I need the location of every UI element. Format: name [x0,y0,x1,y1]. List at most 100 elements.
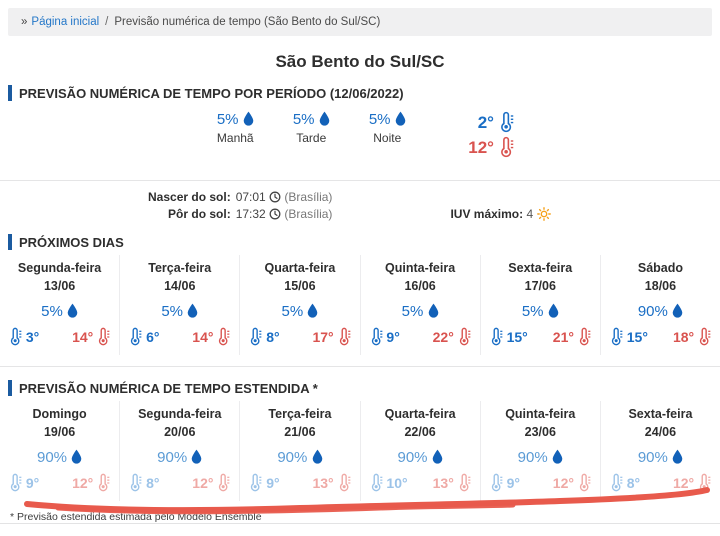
thermometer-icon [698,327,711,346]
day-name: Segunda-feira [138,407,222,422]
drop-icon [672,303,683,318]
drop-icon [432,449,443,464]
rain-percent: 5% [161,303,184,321]
thermometer-icon [217,327,230,346]
day-date: 19/06 [43,424,76,439]
max-temp: 17° [312,329,334,346]
period-label: Manhã [216,131,254,145]
page-title: São Bento do Sul/SC [275,52,445,71]
rain-percent: 5% [401,303,424,321]
thermometer-icon [499,136,514,158]
thermometer-icon [458,473,471,492]
breadcrumb-home-link[interactable]: Página inicial [31,16,100,28]
day-date: 17/06 [524,278,556,293]
drop-icon [187,303,198,318]
rain-percent: 90% [517,449,548,467]
period-section-title: PREVISÃO NUMÉRICA DE TEMPO POR PERÍODO (… [19,85,404,101]
thermometer-icon [458,327,471,346]
divider [0,523,720,524]
min-temp: 6° [146,329,160,346]
day-name: Quinta-feira [505,407,576,422]
min-temp: 8° [266,329,280,346]
day-column: Quinta-feira 16/06 5% 9° 22° [361,255,481,356]
day-column: Sexta-feira 17/06 5% 15° 21° [481,255,601,356]
day-name: Sábado [637,261,684,276]
period-label: Noite [373,131,402,145]
day-name: Terça-feira [268,407,332,422]
max-temp: 12° [468,137,494,157]
thermometer-icon [9,473,22,492]
next-days-section-header: PRÓXIMOS DIAS [8,234,712,251]
sunset-time: 17:32 [235,207,266,222]
thermometer-icon [578,473,591,492]
day-minmax-temps: 2° 12° [468,111,513,160]
rain-percent: 5% [368,111,391,128]
drop-icon [548,303,559,318]
thermometer-icon [9,327,22,346]
day-column: Quarta-feira 15/06 5% 8° 17° [240,255,361,356]
min-temp: 9° [506,475,520,492]
thermometer-icon [129,473,142,492]
period-forecast-row: 5% Manhã 5% Tarde 5% Noite 2° 12° [0,111,720,160]
rain-percent: 5% [281,303,304,321]
drop-icon [395,111,406,126]
thermometer-icon [610,327,623,346]
min-temp: 9° [25,475,40,492]
min-temp: 10° [386,475,408,492]
day-date: 18/06 [644,278,677,293]
day-column: Sexta-feira 24/06 90% 8° 12° [601,401,720,501]
drop-icon [672,449,683,464]
thermometer-icon [499,111,514,133]
sunset-label: Pôr do sol: [168,207,231,222]
day-name: Quarta-feira [264,261,336,276]
divider [0,366,720,368]
day-column: Sábado 18/06 90% 15° 18° [601,255,720,355]
period-section-header: PREVISÃO NUMÉRICA DE TEMPO POR PERÍODO (… [8,85,712,101]
period-item-afternoon: 5% Tarde [282,111,340,145]
rain-percent: 90% [637,449,668,467]
day-date: 14/06 [164,278,196,293]
drop-icon [71,449,82,464]
day-name: Quinta-feira [385,261,456,276]
clock-icon [269,208,281,220]
section-accent-bar [8,380,12,397]
day-date: 21/06 [284,424,316,439]
breadcrumb-separator: / [105,16,109,28]
thermometer-icon [97,327,110,346]
thermometer-icon [578,327,591,346]
min-temp: 15° [626,329,648,346]
rain-percent: 5% [41,303,63,321]
extended-days-row: Domingo 19/06 90% 9° 12° Segunda-feira 2… [0,401,720,502]
sunset-timezone: (Brasília) [284,207,333,222]
next-days-title: PRÓXIMOS DIAS [19,234,124,250]
uv-value: 4 [526,207,534,222]
max-temp: 12° [72,475,94,492]
min-temp: 3° [25,329,40,346]
uv-index: IUV máximo: 4 [450,207,550,222]
breadcrumb-current: Previsão numérica de tempo (São Bento do… [114,16,381,28]
drop-icon [307,303,318,318]
day-date: 24/06 [644,424,677,439]
extended-section-header: PREVISÃO NUMÉRICA DE TEMPO ESTENDIDA * [8,380,712,397]
drop-icon [428,303,439,318]
clock-icon [269,191,281,203]
thermometer-icon [370,473,383,492]
extended-title: PREVISÃO NUMÉRICA DE TEMPO ESTENDIDA * [19,380,318,396]
thermometer-icon [610,473,623,492]
thermometer-icon [249,473,262,492]
thermometer-icon [97,473,110,492]
rain-percent: 90% [157,449,188,467]
max-temp: 12° [192,475,214,492]
sunrise-label: Nascer do sol: [148,190,231,205]
sunrise-time: 07:01 [235,190,266,205]
max-temp: 13° [312,475,334,492]
min-temp: 8° [146,475,160,492]
day-date: 20/06 [164,424,196,439]
day-column: Domingo 19/06 90% 9° 12° [0,401,121,502]
uv-label: IUV máximo: [450,207,524,222]
next-days-row: Segunda-feira 13/06 5% 3° 14° Terça-feir… [0,255,720,356]
drop-icon [319,111,330,126]
thermometer-icon [490,473,503,492]
sun-info-row: Nascer do sol: 07:01 (Brasília) Pôr do s… [0,190,720,222]
day-name: Quarta-feira [384,407,456,422]
